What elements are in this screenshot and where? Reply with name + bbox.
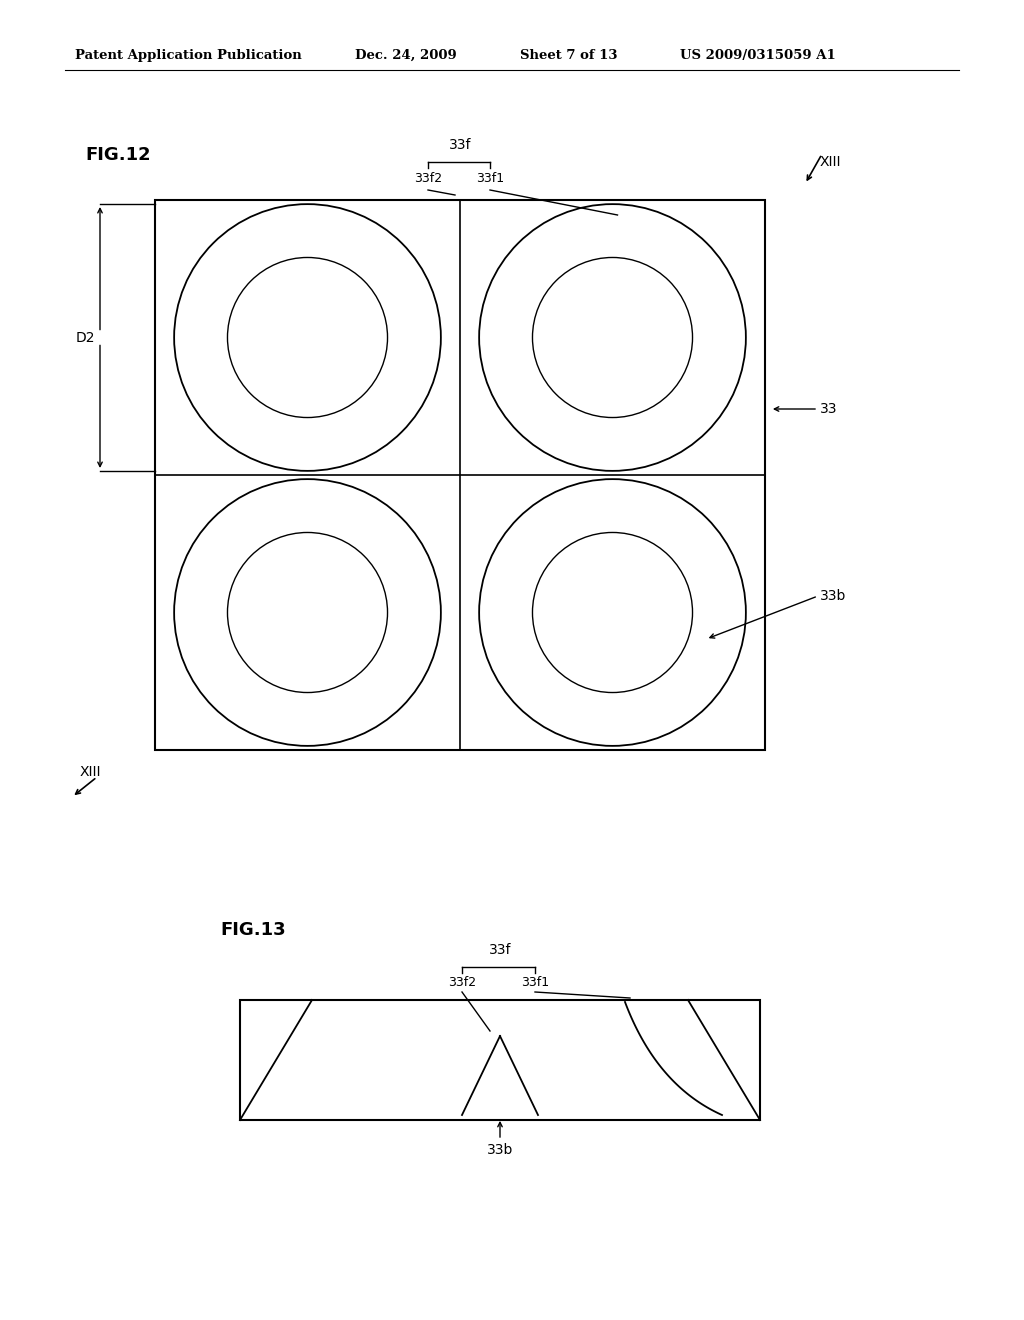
Text: XIII: XIII: [80, 766, 101, 779]
Text: 33f: 33f: [488, 942, 511, 957]
Text: 33f: 33f: [449, 139, 471, 152]
Text: 33b: 33b: [486, 1143, 513, 1158]
Text: 33f2: 33f2: [414, 172, 442, 185]
Text: 33b: 33b: [820, 589, 847, 603]
Text: FIG.13: FIG.13: [220, 921, 286, 939]
Text: 33f2: 33f2: [447, 975, 476, 989]
Text: D2: D2: [75, 330, 95, 345]
Text: FIG.12: FIG.12: [85, 147, 151, 164]
Text: XIII: XIII: [820, 154, 842, 169]
Text: 33f1: 33f1: [476, 172, 504, 185]
Text: Patent Application Publication: Patent Application Publication: [75, 49, 302, 62]
Bar: [240, 1001, 760, 1119]
Bar: [155, 201, 765, 750]
Text: 33: 33: [820, 403, 838, 416]
Text: 33f1: 33f1: [521, 975, 549, 989]
Text: Dec. 24, 2009: Dec. 24, 2009: [355, 49, 457, 62]
Text: Sheet 7 of 13: Sheet 7 of 13: [520, 49, 617, 62]
Text: US 2009/0315059 A1: US 2009/0315059 A1: [680, 49, 836, 62]
